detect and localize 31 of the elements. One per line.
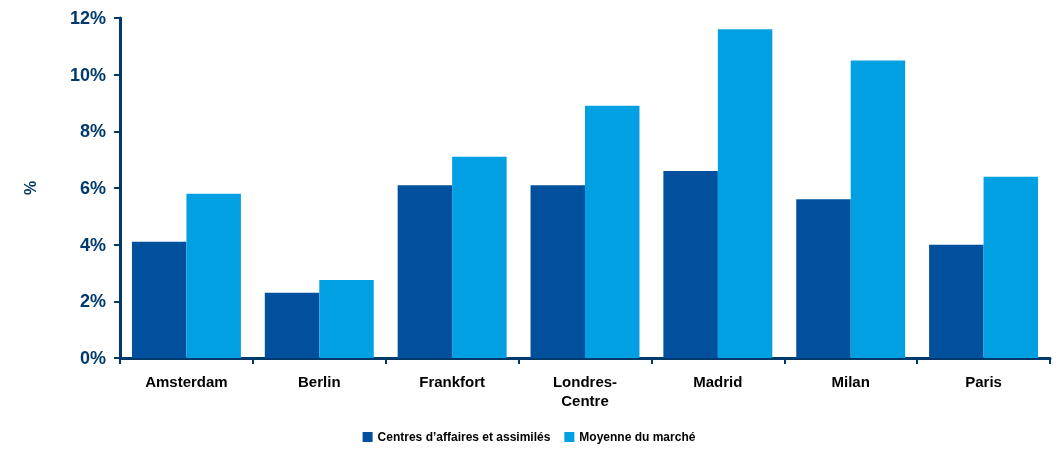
bar	[796, 199, 851, 358]
x-tick-label: Madrid	[693, 373, 743, 390]
x-tick-label: Paris	[965, 373, 1002, 390]
bar	[452, 156, 507, 358]
y-tick-label: 4%	[79, 234, 106, 255]
bar	[530, 185, 585, 358]
legend-label: Centres d’affaires et assimilés	[377, 430, 551, 444]
bar	[319, 280, 374, 358]
bar	[983, 176, 1039, 358]
bar	[850, 60, 906, 358]
bar	[585, 105, 640, 358]
bar	[663, 171, 718, 358]
bar	[186, 193, 241, 358]
x-tick-label: Londres- Centre	[552, 373, 618, 409]
bar	[131, 241, 187, 358]
x-tick-label: Milan	[831, 373, 870, 390]
y-tick-label: 12%	[69, 8, 106, 28]
x-tick-label: Berlin	[298, 373, 341, 390]
bar	[264, 292, 320, 358]
x-tick-label: Frankfort	[419, 373, 486, 390]
bar	[397, 185, 453, 358]
x-tick-label: Amsterdam	[145, 373, 228, 390]
y-tick-label: 0%	[79, 348, 106, 368]
y-tick-label: 6%	[79, 178, 106, 198]
bar	[929, 244, 984, 358]
y-tick-label: 8%	[79, 121, 106, 142]
y-axis-title: %	[21, 180, 39, 196]
bar	[717, 29, 773, 358]
legend-label: Moyenne du marché	[579, 430, 696, 444]
y-tick-label: 2%	[79, 291, 106, 312]
y-tick-label: 10%	[69, 64, 106, 85]
